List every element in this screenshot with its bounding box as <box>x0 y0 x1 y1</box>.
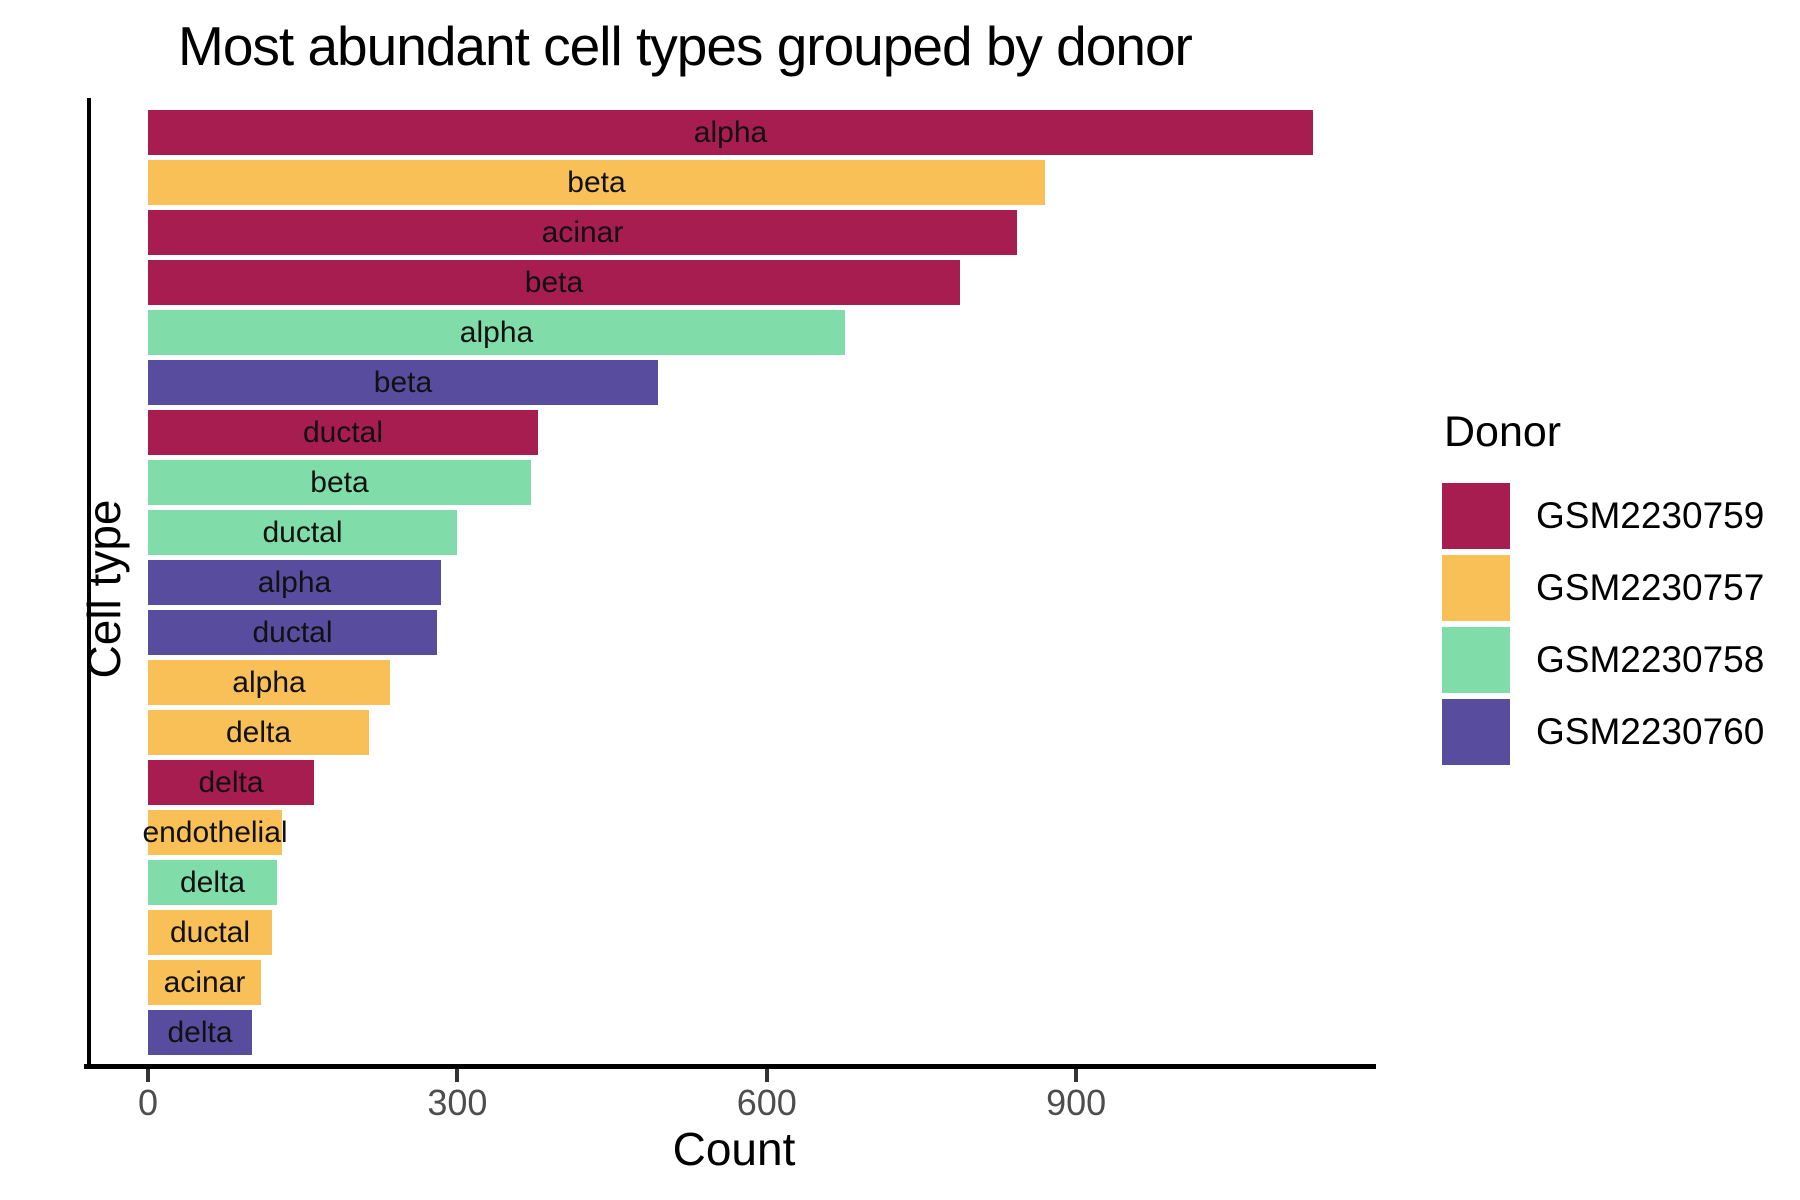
bar-alpha-GSM2230757: alpha <box>148 660 390 705</box>
bar-alpha-GSM2230759: alpha <box>148 110 1313 155</box>
legend-entry-GSM2230758: GSM2230758 <box>1442 627 1792 693</box>
bar-label: delta <box>167 1015 233 1049</box>
bar-beta-GSM2230760: beta <box>148 360 658 405</box>
bar-label: alpha <box>257 565 332 599</box>
x-tick-label: 300 <box>427 1082 488 1123</box>
bar-alpha-GSM2230760: alpha <box>148 560 441 605</box>
bar-label: beta <box>567 165 626 199</box>
bar-ductal-GSM2230758: ductal <box>148 510 457 555</box>
legend-label: GSM2230758 <box>1536 639 1765 680</box>
bar-label: beta <box>373 365 433 399</box>
bar-alpha-GSM2230758: alpha <box>148 310 845 355</box>
bar-label: ductal <box>302 415 384 449</box>
legend-label: GSM2230757 <box>1536 567 1765 608</box>
bar-delta-GSM2230760: delta <box>148 1010 252 1055</box>
bar-label: beta <box>310 465 369 499</box>
x-tick-mark <box>764 1069 769 1082</box>
bar-label: alpha <box>693 115 768 149</box>
y-axis-label: Cell type <box>78 499 130 679</box>
x-axis-label: Count <box>672 1123 796 1175</box>
legend-swatch <box>1442 699 1510 765</box>
legend-entry-GSM2230760: GSM2230760 <box>1442 699 1792 765</box>
bar-beta-GSM2230758: beta <box>148 460 531 505</box>
bar-acinar-GSM2230759: acinar <box>148 210 1017 255</box>
chart-title: Most abundant cell types grouped by dono… <box>178 15 1193 77</box>
bar-label: ductal <box>252 615 333 649</box>
legend-label: GSM2230760 <box>1536 711 1765 752</box>
bar-label: endothelial <box>142 815 288 849</box>
bar-label: alpha <box>459 315 534 349</box>
bar-ductal-GSM2230757: ductal <box>148 910 272 955</box>
bar-label: delta <box>198 765 264 799</box>
legend-swatch <box>1442 627 1510 693</box>
x-tick-mark <box>455 1069 460 1082</box>
legend-label: GSM2230759 <box>1536 495 1765 536</box>
bar-acinar-GSM2230757: acinar <box>148 960 261 1005</box>
bar-beta-GSM2230759: beta <box>148 260 960 305</box>
legend-swatch <box>1442 483 1510 549</box>
bar-label: alpha <box>232 665 306 699</box>
bar-delta-GSM2230758: delta <box>148 860 277 905</box>
bar-ductal-GSM2230760: ductal <box>148 610 437 655</box>
y-axis-line <box>87 98 91 1069</box>
legend-entries-group: GSM2230759 GSM2230757 GSM2230758 GSM2230760 <box>1442 483 1792 765</box>
bar-delta-GSM2230757: delta <box>148 710 369 755</box>
bar-label: ductal <box>262 515 343 549</box>
legend: Donor GSM2230759 GSM2230757 GSM2230758 GSM2… <box>1442 408 1792 771</box>
x-tick-mark <box>146 1069 150 1082</box>
bar-label: delta <box>179 865 246 899</box>
x-tick-label: 600 <box>736 1082 797 1123</box>
legend-swatch <box>1442 555 1510 621</box>
legend-title: Donor <box>1444 408 1562 456</box>
bar-label: acinar <box>541 215 624 249</box>
x-tick-label: 900 <box>1046 1082 1107 1123</box>
bar-label: delta <box>225 715 292 749</box>
x-axis-line <box>84 1064 1376 1069</box>
bar-beta-GSM2230757: beta <box>148 160 1045 205</box>
bar-ductal-GSM2230759: ductal <box>148 410 538 455</box>
bar-label: acinar <box>163 965 246 999</box>
bar-label: ductal <box>169 915 251 949</box>
x-tick-mark <box>1074 1069 1079 1082</box>
bar-delta-GSM2230759: delta <box>148 760 314 805</box>
x-tick-label: 0 <box>137 1082 159 1123</box>
legend-entry-GSM2230759: GSM2230759 <box>1442 483 1792 549</box>
bar-endothelial-GSM2230757: endothelial <box>142 810 288 855</box>
legend-entry-GSM2230757: GSM2230757 <box>1442 555 1792 621</box>
bar-label: beta <box>524 265 584 299</box>
